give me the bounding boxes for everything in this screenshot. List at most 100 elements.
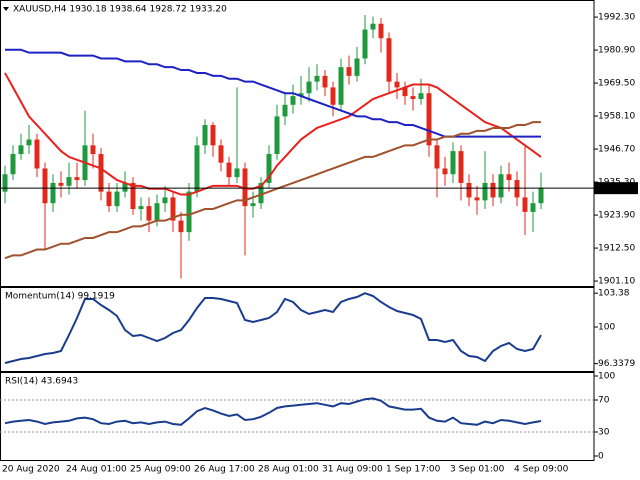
candle-body (330, 87, 336, 105)
candle-body (346, 67, 352, 76)
y-tick-label: 30 (598, 428, 610, 438)
candle-body (290, 96, 296, 105)
panel-frame (0, 372, 595, 461)
candle-body (186, 191, 192, 233)
candle-body (34, 139, 40, 169)
candle-body (474, 197, 480, 201)
candle-body (258, 182, 264, 204)
candle-body (90, 145, 96, 154)
x-tick-label: 28 Aug 01:00 (258, 465, 319, 475)
candle-body (162, 197, 168, 204)
x-tick-label: 31 Aug 09:00 (322, 465, 383, 475)
candle-body (418, 93, 424, 99)
candle-body (410, 96, 416, 99)
candle-body (226, 162, 232, 178)
moving-average (4, 72, 542, 196)
y-tick-label: 1958.10 (598, 112, 635, 122)
candle-body (378, 23, 384, 39)
candle-body (490, 182, 496, 198)
x-tick-label: 1 Sep 17:00 (386, 465, 441, 475)
candle-body (274, 116, 280, 154)
candle-body (250, 203, 256, 207)
y-tick-label: 103.38 (598, 289, 630, 299)
candle-body (458, 151, 464, 183)
y-tick-label: 0 (598, 452, 604, 462)
candle-body (114, 191, 120, 207)
candle-body (10, 154, 16, 175)
last-price-label: 1933.20 (597, 184, 634, 194)
candle-body (434, 145, 440, 169)
candle-body (42, 168, 48, 204)
candle-body (402, 87, 408, 97)
candle-body (538, 188, 544, 204)
x-tick-label: 26 Aug 17:00 (194, 465, 255, 475)
panel-title: RSI(14) 43.6943 (5, 377, 78, 387)
candle-body (98, 154, 104, 192)
candle-body (514, 180, 520, 198)
panel-frame (0, 287, 595, 372)
candle-body (338, 67, 344, 105)
panel-frame (0, 0, 595, 287)
candle-body (530, 203, 536, 212)
candle-body (442, 168, 448, 175)
x-tick-label: 4 Sep 09:00 (514, 465, 569, 475)
candle-body (210, 125, 216, 146)
candle-body (50, 182, 56, 204)
x-tick-label: 20 Aug 2020 (2, 465, 60, 475)
candle-body (522, 197, 528, 212)
y-tick-label: 1912.50 (598, 244, 635, 254)
candle-body (362, 29, 368, 59)
candle-body (394, 81, 400, 88)
candle-body (386, 38, 392, 82)
candle-body (2, 174, 8, 192)
menu-arrow[interactable] (3, 7, 9, 11)
candle-body (234, 168, 240, 178)
last-price-box (594, 182, 638, 195)
candle-body (130, 182, 136, 209)
y-tick-label: 70 (598, 396, 610, 406)
candle-body (66, 177, 72, 186)
candle-body (146, 206, 152, 221)
candle-body (266, 154, 272, 183)
candle-body (106, 191, 112, 207)
indicator-line (4, 292, 542, 364)
candle-body (26, 139, 32, 146)
x-tick-label: 3 Sep 01:00 (450, 465, 505, 475)
y-tick-label: 1980.90 (598, 46, 635, 56)
candle-body (354, 58, 360, 76)
candle-body (178, 220, 184, 233)
candle-body (282, 104, 288, 117)
candle-body (122, 182, 128, 192)
x-tick-label: 25 Aug 09:00 (130, 465, 191, 475)
candle-body (154, 203, 160, 221)
candle-body (242, 168, 248, 207)
candle-body (314, 75, 320, 82)
candle-body (482, 182, 488, 201)
candle-body (18, 145, 24, 154)
candle-body (466, 182, 472, 198)
y-tick-label: 1901.10 (598, 277, 635, 287)
y-tick-label: 1946.70 (598, 145, 635, 155)
panel-title: Momentum(14) 99.1919 (5, 292, 115, 302)
indicator-line (4, 397, 542, 426)
moving-average (4, 121, 541, 260)
candle-body (298, 93, 304, 97)
y-tick-label: 100 (598, 372, 615, 382)
candle-body (306, 81, 312, 94)
x-tick-label: 24 Aug 01:00 (66, 465, 127, 475)
y-tick-label: 100 (598, 323, 615, 333)
candle-body (58, 182, 64, 186)
candle-body (74, 177, 80, 181)
y-tick-label: 1969.50 (598, 79, 635, 89)
candle-body (138, 206, 144, 209)
candle-body (194, 145, 200, 192)
candle-body (370, 23, 376, 30)
candle-body (498, 174, 504, 198)
candle-body (218, 145, 224, 163)
y-tick-label: 1923.90 (598, 211, 635, 221)
y-tick-label: 1992.30 (598, 13, 635, 23)
candle-body (506, 174, 512, 181)
y-tick-label: 96.3379 (598, 359, 635, 369)
